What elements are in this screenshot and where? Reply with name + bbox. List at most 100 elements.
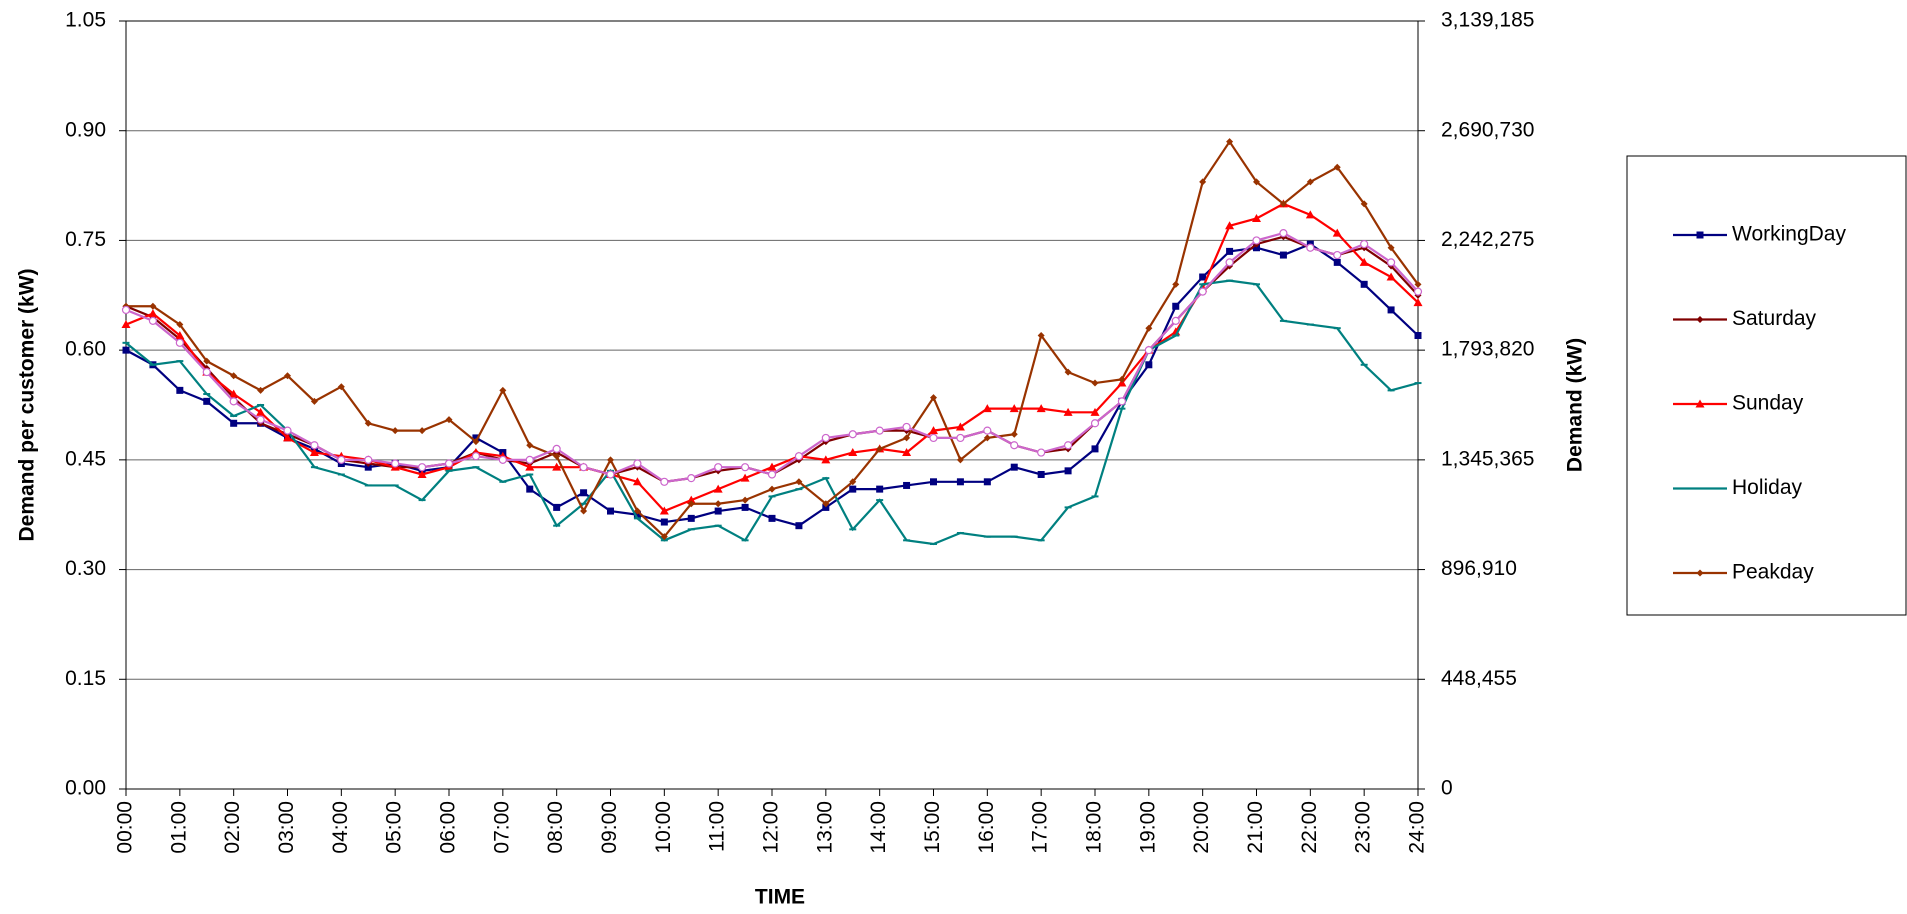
data-point [1333,258,1341,266]
data-point [552,444,561,453]
data-point [1253,178,1260,186]
series-line [125,279,1419,546]
data-point [1359,257,1369,266]
data-point [230,419,238,427]
data-point [1118,375,1126,383]
data-point [956,478,964,486]
data-point [768,485,776,493]
data-point [741,503,749,511]
data-point [1172,302,1180,310]
data-point [122,346,130,354]
data-point [714,463,723,472]
data-point [849,478,857,486]
data-point [956,456,964,464]
data-point [417,469,427,478]
data-point [229,397,238,406]
data-point [256,407,266,416]
data-point [175,338,184,347]
data-point [176,386,184,394]
data-point [1090,419,1100,428]
x-tick-label: 12:00 [760,801,783,854]
data-point [956,433,965,443]
x-tick-label: 01:00 [167,801,190,854]
x-tick-label: 08:00 [544,801,567,854]
x-tick-label: 13:00 [813,801,836,854]
data-point [768,514,776,522]
y2-tick-label: 1,345,365 [1441,447,1534,470]
data-point [525,462,535,471]
data-point [1414,332,1422,340]
legend-box [1626,155,1907,616]
data-point [632,477,642,486]
data-point [283,433,292,442]
data-point [714,507,722,515]
data-point [1360,200,1368,208]
data-point [1225,221,1235,230]
data-point [1413,287,1423,296]
legend-label: WorkingDay [1732,223,1846,246]
data-point [1144,346,1153,355]
data-point [1414,280,1422,288]
data-point [499,386,507,394]
data-point [1387,244,1395,252]
data-point [607,507,614,515]
x-tick-label: 16:00 [975,801,998,854]
y2-tick-label: 2,242,275 [1441,228,1534,251]
data-point [1253,244,1260,252]
data-point [525,455,534,464]
legend-label: Holiday [1732,476,1803,499]
y-tick-label: 0.75 [65,228,106,251]
data-point [1145,361,1153,369]
data-point [148,309,158,318]
x-axis-title: TIME [755,886,805,909]
x-tick-label: 06:00 [437,801,460,854]
data-point [1036,404,1046,413]
y2-tick-label: 1,793,820 [1441,338,1534,361]
data-point [580,507,588,515]
data-point [929,433,938,443]
data-point [607,456,614,464]
data-point [983,478,991,486]
y2-tick-label: 3,139,185 [1441,9,1534,32]
data-point [1279,251,1287,259]
data-point [1037,448,1046,457]
x-tick-label: 07:00 [490,801,513,854]
x-tick-label: 05:00 [383,801,406,854]
data-point [903,481,911,489]
data-point [310,441,319,450]
data-point [175,331,185,340]
y-tick-label: 1.05 [65,9,106,32]
data-point [1386,272,1396,281]
data-point [337,383,345,391]
data-point [687,514,695,522]
data-point [552,462,562,471]
data-point [391,459,400,468]
data-point [444,459,454,468]
y2-tick-label: 448,455 [1441,667,1517,690]
y-tick-label: 0.60 [65,338,106,361]
data-point [1332,228,1342,237]
data-point [364,463,372,471]
data-point [1199,178,1207,186]
data-point [659,506,669,515]
x-tick-label: 11:00 [706,801,729,852]
data-point [1064,368,1072,376]
data-point [1063,441,1073,450]
data-point [714,500,722,508]
data-point [794,452,804,461]
data-point [1360,280,1368,288]
data-point [526,485,534,493]
data-point [229,389,239,398]
y-tick-label: 0.30 [65,557,106,580]
data-point [1091,379,1099,387]
y-tick-label: 0.15 [65,667,106,690]
y2-axis-title: Demand (kW) [1564,338,1587,472]
legend-label: Peakday [1732,561,1814,584]
x-tick-label: 09:00 [598,801,621,854]
data-point [579,463,588,472]
data-point [391,427,399,435]
x-tick-label: 18:00 [1083,801,1106,854]
data-point [633,459,642,468]
data-point [955,422,965,431]
